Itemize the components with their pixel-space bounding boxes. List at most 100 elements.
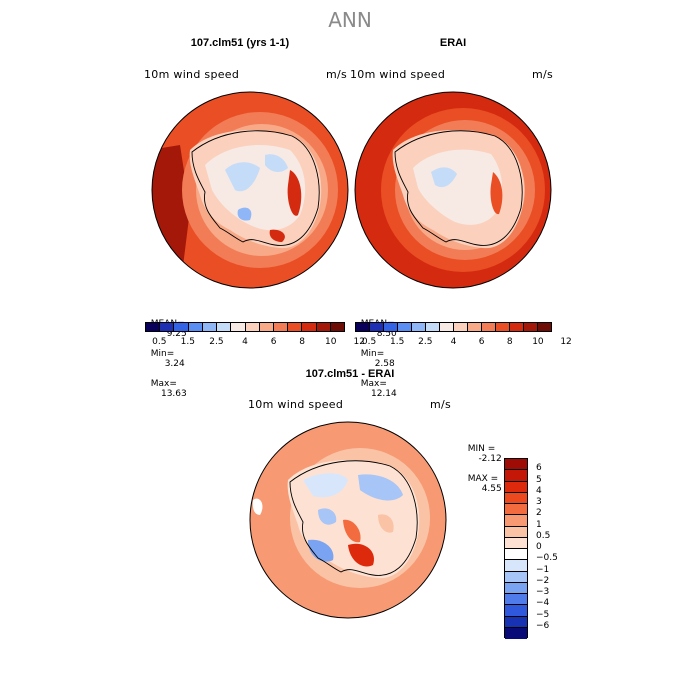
colorbar-swatch (202, 323, 218, 331)
diff-min: -2.12 (478, 454, 502, 464)
colorbar-swatch (174, 323, 189, 331)
colorbar-swatch (505, 549, 527, 561)
panel-2-mean: 8.50 (376, 329, 397, 339)
colorbar-tick-label: 4 (536, 485, 542, 496)
colorbar-tick-label: 12 (353, 337, 366, 347)
panel-1-max: 13.63 (160, 389, 187, 399)
panel-1-mean: 9.25 (166, 329, 187, 339)
colorbar-tick-label: 0.5 (152, 337, 167, 347)
colorbar-tick-label: −0.5 (536, 553, 558, 564)
colorbar-tick-label: −3 (536, 587, 550, 597)
colorbar-swatch (505, 537, 527, 549)
colorbar-swatch (505, 571, 527, 583)
colorbar-tick-label: 0 (536, 542, 542, 552)
panel-1-min-label: Min= (150, 349, 175, 359)
colorbar-tick-label: 8 (299, 337, 306, 347)
colorbar-swatch (288, 323, 303, 331)
diff-variable: 10m wind speed (248, 398, 344, 411)
colorbar-swatch (505, 470, 527, 482)
diff-title: 107.clm51 - ERAI (305, 368, 395, 380)
colorbar-tick-label: 0.5 (536, 530, 551, 541)
colorbar-tick-label: −4 (536, 598, 550, 609)
colorbar-swatch (188, 323, 203, 331)
colorbar-tick-label: 1 (536, 519, 542, 530)
colorbar-tick-label: 6 (478, 337, 485, 347)
colorbar-swatch (505, 459, 527, 471)
diff-map (249, 421, 447, 619)
colorbar-tick-label: 1.5 (390, 337, 405, 347)
panel-1-colorbar (145, 322, 345, 332)
colorbar-swatch (505, 481, 527, 493)
panel-1-max-label: Max= (150, 379, 177, 389)
colorbar-swatch (384, 323, 398, 331)
colorbar-swatch (302, 323, 317, 331)
colorbar-swatch (505, 560, 527, 572)
diff-colorbar-ticks: 6 5 4 3 2 1 0.5 0 −0.5 −1 −2 −3 −4 −5 −6 (536, 458, 576, 638)
colorbar-swatch (330, 323, 345, 331)
colorbar-swatch (505, 515, 527, 527)
colorbar-swatch (440, 323, 454, 331)
colorbar-swatch (245, 323, 260, 331)
panel-1-units: m/s (326, 68, 348, 81)
colorbar-tick-label: 5 (536, 474, 542, 485)
colorbar-tick-label: 2.5 (209, 337, 224, 347)
panel-1-title: 107.clm51 (yrs 1-1) (190, 37, 290, 49)
panel-2-map (354, 91, 552, 289)
panel-1-variable: 10m wind speed (144, 68, 240, 81)
colorbar-tick-label: 10 (324, 337, 337, 347)
colorbar-swatch (510, 323, 524, 331)
panel-2-units: m/s (532, 68, 554, 81)
colorbar-tick-label: −2 (536, 575, 550, 586)
colorbar-swatch (505, 526, 527, 538)
panel-2-min-label: Min= (360, 349, 385, 359)
colorbar-tick-label: 3 (536, 497, 542, 507)
panel-2-min: 2.58 (374, 359, 395, 369)
colorbar-swatch (454, 323, 468, 331)
panel-2-variable: 10m wind speed (350, 68, 446, 81)
colorbar-swatch (505, 616, 527, 628)
colorbar-swatch (412, 323, 426, 331)
colorbar-swatch (505, 627, 527, 639)
colorbar-tick-label: 4 (242, 337, 248, 347)
colorbar-swatch (505, 492, 527, 504)
diff-units: m/s (430, 398, 452, 411)
colorbar-swatch (538, 323, 551, 331)
colorbar-tick-label: 4 (450, 337, 457, 347)
colorbar-swatch (505, 582, 527, 594)
panel-1-min: 3.24 (164, 359, 185, 369)
colorbar-swatch (146, 323, 161, 331)
diff-min-label: MIN = (467, 444, 496, 454)
colorbar-tick-label: −5 (536, 609, 550, 620)
colorbar-swatch (356, 323, 370, 331)
colorbar-swatch (273, 323, 289, 331)
colorbar-tick-label: 8 (506, 337, 513, 347)
colorbar-tick-label: 1.5 (180, 337, 196, 347)
panel-2-title: ERAI (439, 37, 467, 49)
colorbar-swatch (259, 323, 274, 331)
colorbar-swatch (468, 323, 482, 331)
colorbar-swatch (398, 323, 412, 331)
panel-2-max: 12.14 (370, 389, 397, 399)
colorbar-swatch (505, 605, 527, 617)
colorbar-swatch (231, 323, 246, 331)
panel-2-colorbar (355, 322, 552, 332)
panel-1-map (151, 91, 349, 289)
diff-max-label: MAX = (467, 474, 499, 484)
colorbar-tick-label: −1 (536, 564, 550, 575)
colorbar-swatch (370, 323, 384, 331)
colorbar-swatch (496, 323, 510, 331)
colorbar-swatch (426, 323, 440, 331)
colorbar-swatch (505, 594, 527, 606)
colorbar-tick-label: 6 (536, 463, 542, 474)
colorbar-tick-label: 6 (270, 337, 277, 347)
diff-max: 4.55 (481, 484, 502, 494)
colorbar-tick-label: 2 (536, 508, 542, 519)
colorbar-tick-label: 10 (532, 337, 544, 347)
panel-2-max-label: Max= (360, 379, 387, 389)
colorbar-swatch (505, 504, 527, 516)
colorbar-swatch (316, 323, 331, 331)
colorbar-swatch (524, 323, 538, 331)
panel-2-colorbar-ticks: 0.5 1.5 2.5 4 6 8 10 12 (355, 337, 572, 349)
diff-colorbar (504, 458, 528, 639)
colorbar-swatch (217, 323, 232, 331)
